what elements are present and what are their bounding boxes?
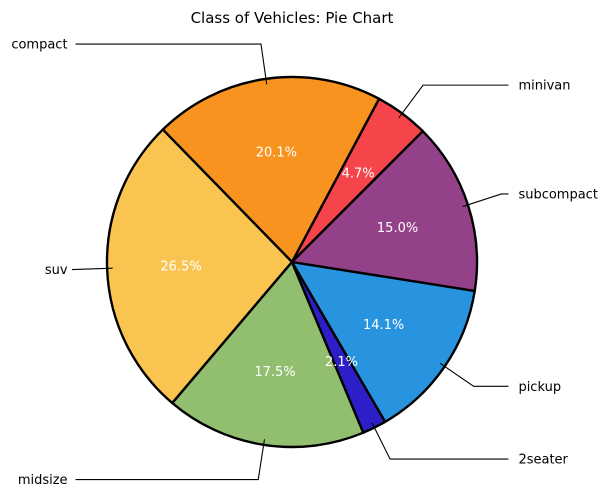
category-label-minivan: minivan: [518, 79, 570, 94]
pct-label-2seater: 2.1%: [325, 355, 358, 370]
leader-line-subcompact: [462, 193, 509, 208]
chart-title: Class of Vehicles: Pie Chart: [191, 9, 394, 27]
leader-line-compact: [75, 43, 268, 85]
leader-line-midsize: [75, 439, 266, 481]
category-label-subcompact: subcompact: [518, 187, 598, 202]
leader-line-minivan: [398, 84, 509, 119]
pct-label-compact: 20.1%: [256, 146, 297, 161]
category-label-pickup: pickup: [518, 380, 561, 395]
pct-label-midsize: 17.5%: [254, 365, 295, 380]
category-label-2seater: 2seater: [518, 453, 568, 468]
category-label-midsize: midsize: [18, 473, 68, 488]
leader-line-suv: [71, 267, 113, 271]
pct-label-suv: 26.5%: [160, 259, 201, 274]
pct-label-minivan: 4.7%: [342, 166, 375, 181]
leader-line-pickup: [439, 362, 509, 387]
leader-line-2seater: [371, 422, 509, 460]
pct-label-pickup: 14.1%: [363, 318, 404, 333]
category-label-suv: suv: [45, 263, 68, 278]
pct-label-subcompact: 15.0%: [377, 221, 418, 236]
category-label-compact: compact: [11, 38, 67, 53]
